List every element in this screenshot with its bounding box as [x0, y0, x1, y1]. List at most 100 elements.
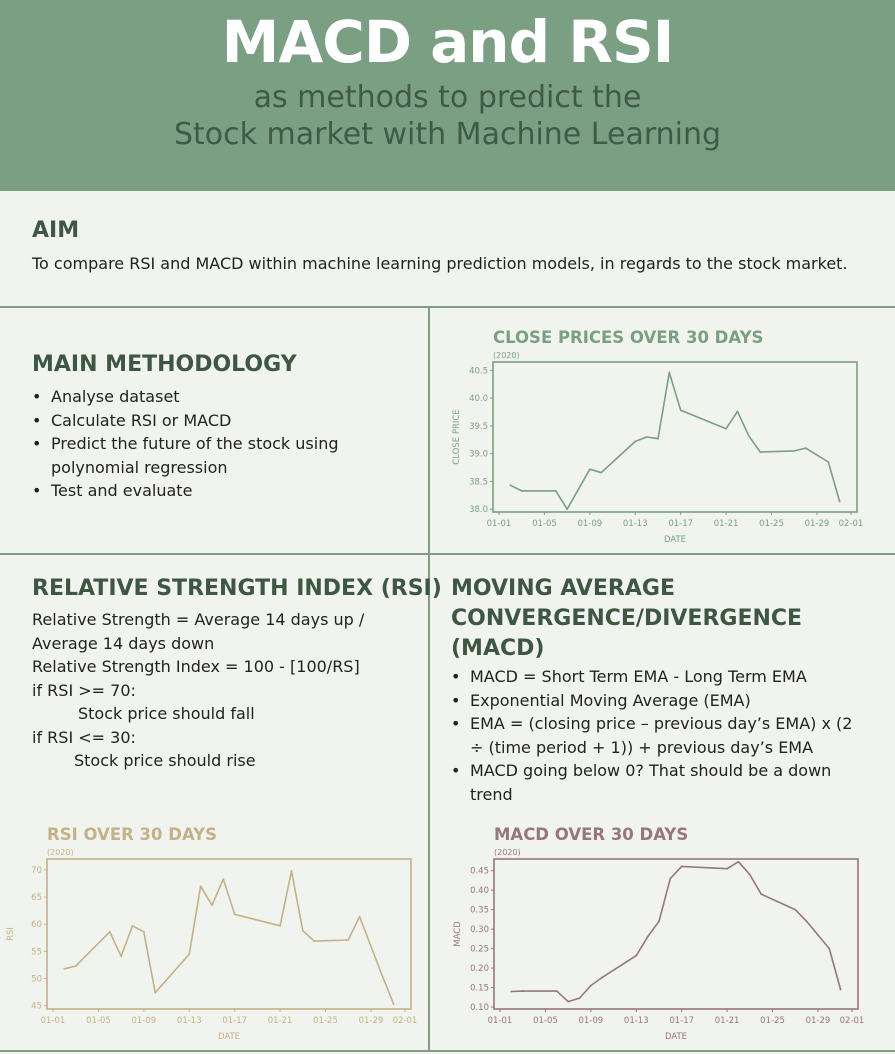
rsi-line: Stock price should fall	[78, 704, 255, 723]
x-tick-label: 01-13	[623, 519, 648, 529]
x-tick-label: 01-29	[359, 1016, 384, 1026]
x-tick-label: 01-01	[487, 519, 512, 529]
x-tick-label: 01-25	[760, 1016, 785, 1026]
x-tick-label: 01-01	[41, 1016, 66, 1026]
data-point	[520, 489, 523, 492]
data-point	[188, 953, 191, 956]
data-point	[211, 904, 213, 907]
header-banner: MACD and RSI as methods to predict the S…	[0, 0, 895, 191]
y-tick-label: 0.35	[470, 906, 489, 916]
x-tick-label: 02-01	[839, 519, 864, 529]
data-point	[154, 991, 157, 994]
y-tick-label: 39.0	[469, 450, 488, 460]
data-point	[748, 873, 751, 876]
data-point	[805, 920, 808, 923]
x-tick-label: 01-09	[131, 1016, 156, 1026]
data-point	[747, 434, 750, 437]
data-point	[578, 997, 581, 999]
data-point	[680, 865, 683, 868]
data-point	[645, 436, 648, 438]
macd-title-line: MOVING AVERAGE	[451, 576, 675, 601]
y-tick-label: 70	[31, 866, 42, 876]
series-line	[510, 371, 841, 510]
data-point	[108, 930, 111, 933]
x-tick-label: 01-21	[715, 1016, 740, 1026]
list-item: MACD = Short Term EMA - Long Term EMA	[451, 665, 861, 689]
data-point	[120, 955, 123, 958]
x-tick-label: 01-09	[577, 519, 602, 529]
y-axis-label: RSI	[6, 927, 16, 941]
plot-frame	[493, 858, 859, 1010]
rsi-line: if RSI >= 70:	[32, 680, 136, 700]
x-tick-label: 01-29	[806, 1016, 831, 1026]
x-tick-label: 02-01	[840, 1016, 865, 1026]
x-axis-label: DATE	[665, 1032, 687, 1042]
data-point	[827, 461, 830, 463]
data-point	[358, 915, 361, 918]
y-tick-label: 0.45	[470, 867, 489, 877]
x-tick-label: 01-29	[805, 519, 830, 529]
data-point	[828, 947, 831, 950]
rsi-chart: (2020) 45 50 55 60 65 70 01-01 01-05 01-09 01-13 01…	[6, 848, 418, 1042]
x-tick-label: 01-09	[578, 1016, 603, 1026]
x-tick-label: 01-25	[759, 519, 784, 529]
x-tick-label: 01-17	[222, 1016, 247, 1026]
data-point	[555, 990, 558, 992]
x-axis-label: DATE	[664, 535, 686, 545]
y-tick-label: 38.0	[469, 505, 488, 515]
x-tick-label: 02-01	[393, 1016, 418, 1026]
data-point	[658, 920, 660, 923]
data-point	[567, 1000, 570, 1003]
data-point	[600, 471, 603, 474]
y-tick-label: 0.15	[470, 984, 489, 994]
rsi-formula: Relative Strength = Average 14 days up /…	[32, 608, 412, 773]
rsi-line: Relative Strength = Average 14 days up /	[32, 610, 365, 629]
data-point	[759, 451, 762, 453]
data-point	[601, 976, 604, 979]
y-tick-label: 0.40	[470, 886, 489, 896]
y-tick-label: 0.20	[470, 964, 489, 974]
data-point	[63, 967, 66, 970]
y-tick-label: 0.30	[470, 925, 489, 935]
data-point	[657, 437, 659, 440]
rsi-line: Stock price should rise	[74, 751, 256, 770]
data-point	[725, 427, 727, 430]
data-point	[804, 447, 807, 450]
data-point	[668, 371, 671, 374]
data-point	[646, 936, 649, 938]
data-point	[794, 908, 797, 911]
data-point	[381, 974, 384, 977]
x-tick-label: 01-21	[268, 1016, 293, 1026]
macd-chart: (2020) 0.10 0.15 0.20 0.25 0.30 0.35 0.40 0.45 01…	[453, 848, 865, 1042]
data-point	[301, 929, 304, 932]
close-chart-title: CLOSE PRICES OVER 30 DAYS	[493, 328, 764, 347]
data-point	[279, 924, 281, 927]
list-item: Analyse dataset	[32, 385, 362, 409]
data-point	[510, 990, 513, 993]
data-point	[726, 867, 728, 870]
list-item: Test and evaluate	[32, 479, 362, 503]
x-tick-label: 01-13	[624, 1016, 649, 1026]
data-point	[290, 870, 293, 872]
divider-middle	[0, 553, 895, 555]
data-point	[74, 965, 77, 967]
data-point	[737, 860, 740, 863]
list-item: Exponential Moving Average (EMA)	[451, 689, 861, 713]
x-tick-label: 01-25	[313, 1016, 338, 1026]
y-tick-label: 0.25	[470, 945, 489, 955]
list-item: Calculate RSI or MACD	[32, 409, 362, 433]
data-point	[199, 885, 202, 888]
list-item: Predict the future of the stock using po…	[32, 432, 362, 479]
data-point	[509, 484, 512, 487]
x-tick-label: 01-01	[488, 1016, 513, 1026]
y-tick-label: 0.10	[470, 1003, 489, 1013]
data-point	[635, 954, 638, 957]
y-tick-label: 65	[31, 893, 42, 903]
series-line	[511, 860, 842, 1003]
macd-list: MACD = Short Term EMA - Long Term EMA Ex…	[451, 665, 861, 806]
y-tick-label: 40.0	[469, 394, 488, 404]
methodology-title: MAIN METHODOLOGY	[32, 352, 297, 377]
page-title: MACD and RSI	[221, 8, 675, 76]
data-point	[838, 500, 841, 503]
data-point	[347, 939, 350, 941]
